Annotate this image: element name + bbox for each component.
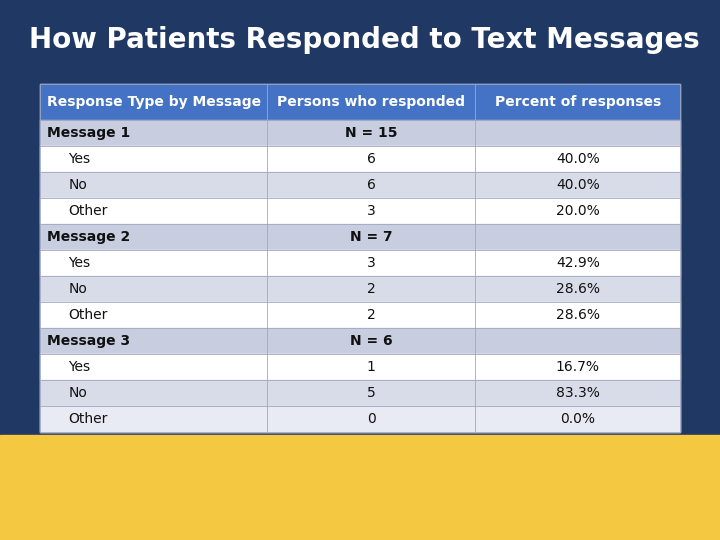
Text: How Patients Responded to Text Messages: How Patients Responded to Text Messages <box>29 26 700 55</box>
Bar <box>40 224 680 250</box>
Text: No: No <box>68 178 87 192</box>
Bar <box>40 84 680 432</box>
Text: 0: 0 <box>366 412 376 426</box>
Text: N = 15: N = 15 <box>345 126 397 140</box>
Text: No: No <box>68 282 87 296</box>
Text: 40.0%: 40.0% <box>556 178 600 192</box>
Text: Other: Other <box>68 204 108 218</box>
Text: 16.7%: 16.7% <box>556 360 600 374</box>
Text: 6: 6 <box>366 152 376 166</box>
Bar <box>40 120 680 146</box>
Text: 40.0%: 40.0% <box>556 152 600 166</box>
Text: N = 7: N = 7 <box>350 230 392 244</box>
Bar <box>40 250 680 276</box>
Bar <box>40 198 680 224</box>
Text: Percent of responses: Percent of responses <box>495 95 661 109</box>
Text: 3: 3 <box>366 256 376 270</box>
Text: 2: 2 <box>366 282 376 296</box>
Text: 5: 5 <box>366 386 376 400</box>
Text: 1: 1 <box>366 360 376 374</box>
Text: Other: Other <box>68 412 108 426</box>
Text: 6: 6 <box>366 178 376 192</box>
Bar <box>40 380 680 406</box>
Bar <box>40 146 680 172</box>
Text: Yes: Yes <box>68 152 91 166</box>
Text: Other: Other <box>68 308 108 322</box>
Text: Message 2: Message 2 <box>48 230 130 244</box>
Text: 0.0%: 0.0% <box>560 412 595 426</box>
Text: Yes: Yes <box>68 256 91 270</box>
Bar <box>40 328 680 354</box>
Bar <box>40 406 680 432</box>
Text: 42.9%: 42.9% <box>556 256 600 270</box>
Bar <box>40 84 680 120</box>
Bar <box>40 354 680 380</box>
Text: Yes: Yes <box>68 360 91 374</box>
Bar <box>0 435 720 540</box>
Text: 83.3%: 83.3% <box>556 386 600 400</box>
Text: Message 3: Message 3 <box>48 334 130 348</box>
Text: 28.6%: 28.6% <box>556 308 600 322</box>
Bar <box>40 276 680 302</box>
Bar <box>40 302 680 328</box>
Text: Persons who responded: Persons who responded <box>277 95 465 109</box>
Text: 3: 3 <box>366 204 376 218</box>
Text: N = 6: N = 6 <box>350 334 392 348</box>
Text: No: No <box>68 386 87 400</box>
Text: 20.0%: 20.0% <box>556 204 600 218</box>
Text: Response Type by Message: Response Type by Message <box>48 95 261 109</box>
Text: Message 1: Message 1 <box>48 126 130 140</box>
Bar <box>40 172 680 198</box>
Text: 2: 2 <box>366 308 376 322</box>
Text: 28.6%: 28.6% <box>556 282 600 296</box>
